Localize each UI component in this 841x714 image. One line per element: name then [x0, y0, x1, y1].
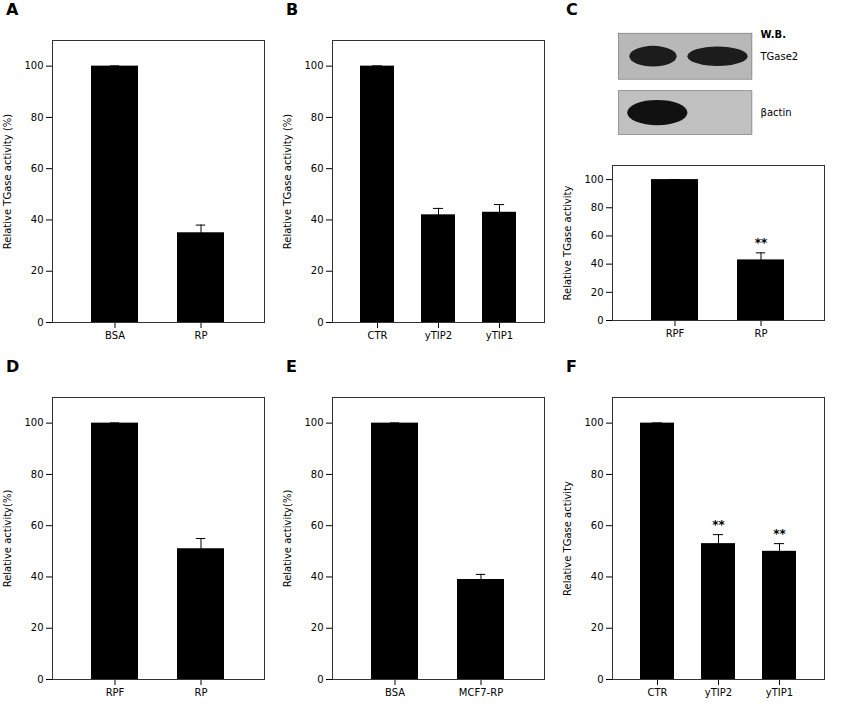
svg-text:0: 0 — [317, 317, 323, 328]
svg-text:100: 100 — [304, 60, 323, 71]
svg-text:40: 40 — [591, 571, 604, 582]
svg-text:20: 20 — [31, 265, 44, 276]
svg-text:20: 20 — [591, 622, 604, 633]
svg-text:Relative TGase activity (%): Relative TGase activity (%) — [282, 114, 293, 249]
svg-text:**: ** — [712, 518, 725, 532]
svg-text:yTIP2: yTIP2 — [705, 687, 732, 698]
svg-text:100: 100 — [584, 417, 603, 428]
svg-text:80: 80 — [31, 112, 44, 123]
svg-text:100: 100 — [24, 417, 43, 428]
svg-text:80: 80 — [311, 112, 324, 123]
svg-text:20: 20 — [311, 622, 324, 633]
svg-text:Relative TGase activity (%): Relative TGase activity (%) — [2, 114, 13, 249]
svg-text:Relative activity(%): Relative activity(%) — [2, 490, 13, 588]
html-text:C: C — [566, 0, 578, 19]
svg-text:40: 40 — [31, 571, 44, 582]
html-text:E: E — [286, 357, 297, 376]
svg-text:100: 100 — [584, 174, 603, 185]
html-text:B: B — [286, 0, 299, 19]
svg-text:40: 40 — [591, 258, 604, 269]
svg-text:CTR: CTR — [367, 330, 387, 341]
svg-text:CTR: CTR — [647, 687, 667, 698]
svg-text:yTIP1: yTIP1 — [486, 330, 513, 341]
svg-text:MCF7-RP: MCF7-RP — [459, 687, 503, 698]
svg-text:60: 60 — [31, 520, 44, 531]
svg-text:20: 20 — [31, 622, 44, 633]
svg-text:RPF: RPF — [106, 687, 125, 698]
svg-text:60: 60 — [591, 520, 604, 531]
html-text:F: F — [566, 357, 577, 376]
svg-text:20: 20 — [591, 287, 604, 298]
svg-text:80: 80 — [311, 469, 324, 480]
svg-text:60: 60 — [311, 520, 324, 531]
svg-text:40: 40 — [311, 571, 324, 582]
svg-text:yTIP2: yTIP2 — [425, 330, 452, 341]
svg-text:Relative activity(%): Relative activity(%) — [282, 490, 293, 588]
svg-text:100: 100 — [24, 60, 43, 71]
svg-text:80: 80 — [591, 202, 604, 213]
svg-text:RP: RP — [195, 330, 208, 341]
svg-text:80: 80 — [591, 469, 604, 480]
svg-text:80: 80 — [31, 469, 44, 480]
svg-text:**: ** — [755, 236, 768, 250]
svg-text:W.B.: W.B. — [761, 29, 786, 40]
svg-text:0: 0 — [37, 674, 43, 685]
svg-text:100: 100 — [304, 417, 323, 428]
svg-text:BSA: BSA — [105, 330, 125, 341]
svg-text:0: 0 — [37, 317, 43, 328]
svg-text:0: 0 — [317, 674, 323, 685]
svg-text:yTIP1: yTIP1 — [766, 687, 793, 698]
html-text:A: A — [6, 0, 19, 19]
svg-text:0: 0 — [597, 674, 603, 685]
svg-text:0: 0 — [597, 315, 603, 326]
svg-text:BSA: BSA — [385, 687, 405, 698]
svg-text:RPF: RPF — [666, 328, 685, 339]
svg-text:Relative TGase activity: Relative TGase activity — [562, 185, 573, 300]
svg-text:60: 60 — [31, 163, 44, 174]
svg-text:60: 60 — [311, 163, 324, 174]
svg-text:40: 40 — [311, 214, 324, 225]
svg-text:**: ** — [773, 527, 786, 541]
svg-text:RP: RP — [755, 328, 768, 339]
html-text:D: D — [6, 357, 20, 376]
svg-text:Relative TGase activity: Relative TGase activity — [562, 481, 573, 596]
svg-text:TGase2: TGase2 — [760, 51, 799, 62]
svg-text:40: 40 — [31, 214, 44, 225]
svg-text:βactin: βactin — [761, 107, 792, 118]
svg-text:60: 60 — [591, 230, 604, 241]
svg-text:20: 20 — [311, 265, 324, 276]
svg-text:RP: RP — [195, 687, 208, 698]
